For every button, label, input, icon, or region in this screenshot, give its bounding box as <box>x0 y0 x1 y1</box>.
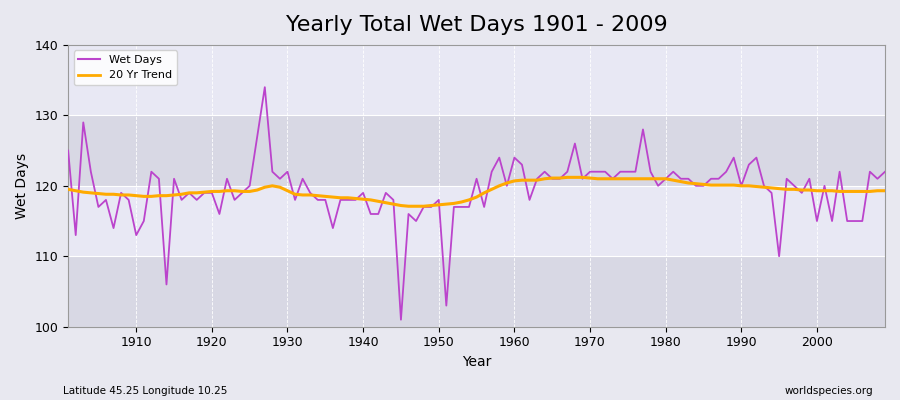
Bar <box>68 256 885 327</box>
X-axis label: Year: Year <box>462 355 491 369</box>
Bar <box>68 45 885 115</box>
Text: worldspecies.org: worldspecies.org <box>785 386 873 396</box>
Bar <box>68 186 885 256</box>
Legend: Wet Days, 20 Yr Trend: Wet Days, 20 Yr Trend <box>74 50 176 85</box>
Bar <box>68 115 885 186</box>
Text: Latitude 45.25 Longitude 10.25: Latitude 45.25 Longitude 10.25 <box>63 386 228 396</box>
Y-axis label: Wet Days: Wet Days <box>15 153 29 219</box>
Title: Yearly Total Wet Days 1901 - 2009: Yearly Total Wet Days 1901 - 2009 <box>285 15 668 35</box>
